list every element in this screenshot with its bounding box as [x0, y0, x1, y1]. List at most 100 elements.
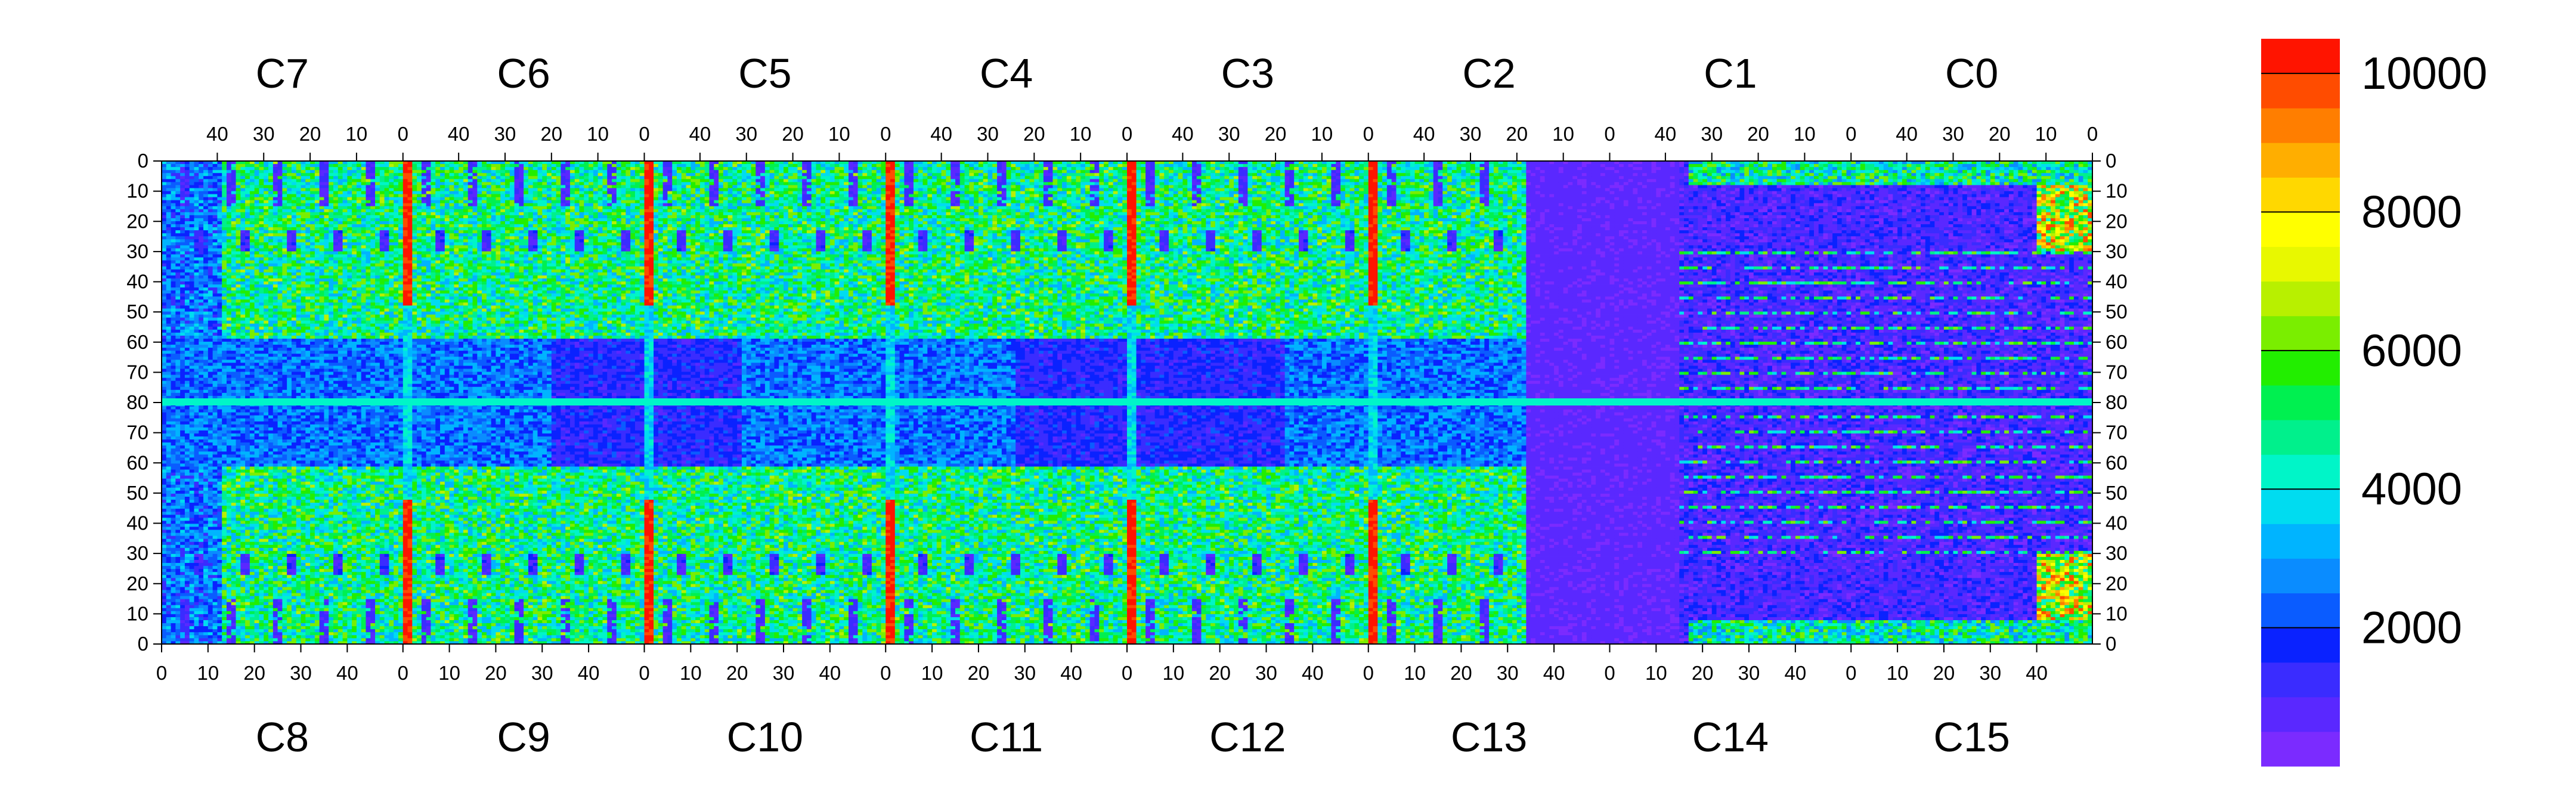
heatmap-cell: [213, 203, 218, 206]
heatmap-cell: [320, 390, 324, 393]
heatmap-cell: [162, 233, 166, 236]
heatmap-cell: [259, 230, 264, 233]
heatmap-cell: [264, 318, 268, 321]
heatmap-cell: [162, 176, 166, 179]
heatmap-cell: [166, 375, 171, 378]
heatmap-cell: [278, 363, 283, 366]
heatmap-cell: [255, 173, 259, 176]
heatmap-cell: [162, 333, 166, 336]
heatmap-cell: [227, 321, 231, 324]
heatmap-cell: [194, 336, 199, 339]
heatmap-cell: [264, 336, 268, 339]
heatmap-cell: [185, 312, 190, 315]
heatmap-cell: [240, 273, 245, 275]
heatmap-cell: [282, 215, 287, 218]
heatmap-cell: [255, 200, 259, 203]
heatmap-cell: [255, 167, 259, 170]
heatmap-cell: [203, 281, 208, 284]
heatmap-cell: [310, 372, 315, 375]
heatmap-cell: [310, 191, 315, 194]
heatmap-cell: [162, 390, 166, 393]
heatmap-cell: [273, 278, 278, 281]
heatmap-cell: [171, 378, 176, 381]
heatmap-cell: [268, 203, 273, 206]
heatmap-cell: [259, 248, 264, 251]
heatmap-cell: [213, 336, 218, 339]
heatmap-cell: [324, 215, 329, 218]
heatmap-cell: [259, 345, 264, 348]
heatmap-cell: [222, 273, 227, 275]
heatmap-cell: [250, 194, 255, 197]
heatmap-cell: [259, 381, 264, 384]
heatmap-cell: [310, 357, 315, 360]
heatmap-cell: [199, 281, 203, 284]
heatmap-cell: [208, 273, 213, 275]
heatmap-cell: [185, 366, 190, 369]
heatmap-cell: [217, 224, 222, 227]
heatmap-cell: [162, 321, 166, 324]
heatmap-cell: [213, 321, 218, 324]
heatmap-cell: [264, 296, 268, 299]
heatmap-cell: [208, 348, 213, 351]
heatmap-cell: [185, 203, 190, 206]
heatmap-cell: [175, 357, 180, 360]
heatmap-cell: [310, 264, 315, 267]
heatmap-cell: [310, 336, 315, 339]
heatmap-cell: [320, 230, 324, 233]
heatmap-cell: [305, 248, 310, 251]
heatmap-cell: [264, 230, 268, 233]
heatmap-cell: [268, 258, 273, 261]
heatmap-cell: [166, 351, 171, 354]
heatmap-cell: [175, 378, 180, 381]
heatmap-cell: [162, 209, 166, 212]
heatmap-cell: [287, 191, 292, 194]
heatmap-cell: [278, 393, 283, 396]
heatmap-cell: [305, 312, 310, 315]
heatmap-cell: [245, 372, 250, 375]
heatmap-cell: [273, 290, 278, 293]
heatmap-cell: [231, 366, 236, 369]
heatmap-cell: [217, 230, 222, 233]
heatmap-cell: [213, 209, 218, 212]
heatmap-cell: [255, 312, 259, 315]
heatmap-cell: [166, 387, 171, 390]
heatmap-cell: [278, 227, 283, 230]
heatmap-cell: [231, 224, 236, 227]
heatmap-cell: [268, 372, 273, 375]
heatmap-cell: [222, 342, 227, 345]
heatmap-cell: [278, 342, 283, 345]
heatmap-cell: [278, 242, 283, 245]
heatmap-cell: [259, 245, 264, 248]
heatmap-cell: [255, 227, 259, 230]
heatmap-cell: [213, 372, 218, 375]
heatmap-cell: [162, 278, 166, 281]
heatmap-cell: [301, 275, 306, 278]
heatmap-cell: [255, 296, 259, 299]
heatmap-cell: [236, 258, 241, 261]
heatmap-cell: [213, 296, 218, 299]
heatmap-cell: [199, 239, 203, 242]
heatmap-cell: [292, 324, 296, 327]
heatmap-cell: [185, 182, 190, 185]
heatmap-cell: [213, 275, 218, 278]
heatmap-cell: [190, 287, 194, 290]
heatmap-cell: [203, 261, 208, 264]
heatmap-cell: [273, 357, 278, 360]
heatmap-cell: [310, 218, 315, 221]
heatmap-cell: [264, 270, 268, 273]
heatmap-cell: [320, 215, 324, 218]
heatmap-cell: [240, 255, 245, 258]
heatmap-cell: [282, 224, 287, 227]
heatmap-cell: [217, 345, 222, 348]
heatmap-cell: [171, 224, 176, 227]
heatmap-cell: [208, 170, 213, 173]
heatmap-cell: [213, 194, 218, 197]
heatmap-cell: [250, 351, 255, 354]
heatmap-cell: [180, 258, 185, 261]
heatmap-cell: [236, 299, 241, 302]
heatmap-cell: [305, 360, 310, 363]
heatmap-cell: [292, 221, 296, 224]
heatmap-cell: [245, 345, 250, 348]
heatmap-cell: [292, 224, 296, 227]
heatmap-cell: [240, 324, 245, 327]
